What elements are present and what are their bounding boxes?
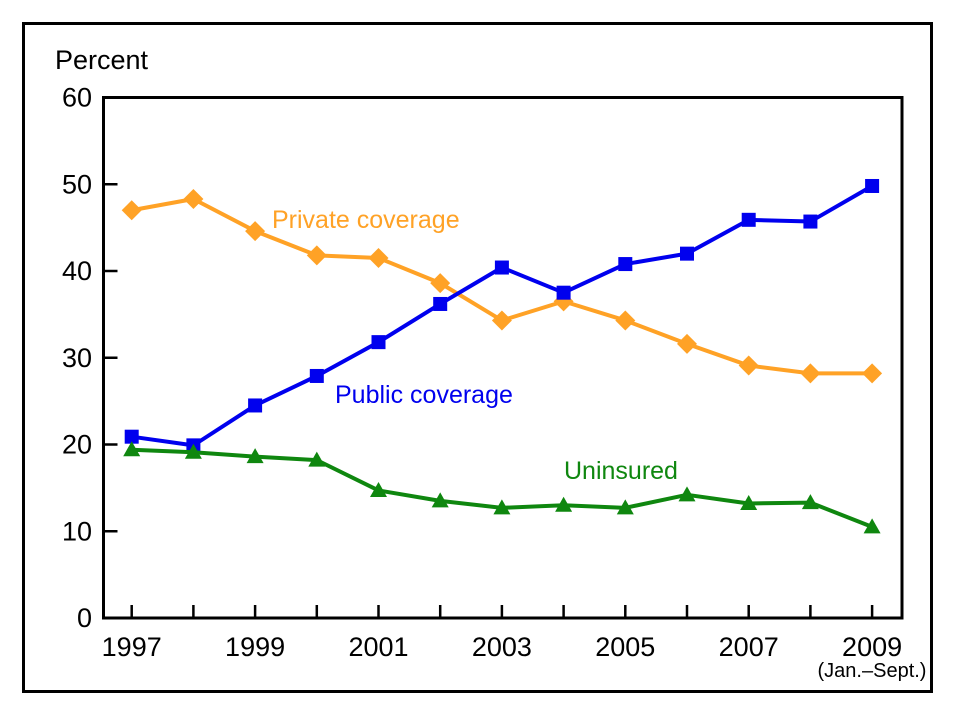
marker-private-coverage: [245, 221, 266, 242]
marker-public-coverage: [371, 335, 386, 350]
x-tick-label: 2007: [719, 632, 779, 662]
y-tick-label: 30: [62, 343, 92, 373]
marker-public-coverage: [433, 296, 448, 311]
y-tick-label: 20: [62, 430, 92, 460]
marker-uninsured: [123, 441, 141, 457]
marker-public-coverage: [618, 257, 633, 272]
marker-private-coverage: [491, 310, 512, 331]
marker-public-coverage: [680, 246, 694, 261]
marker-public-coverage: [494, 260, 509, 275]
x-axis-period-note: (Jan.–Sept.): [817, 660, 927, 682]
y-tick-label: 50: [62, 169, 92, 199]
marker-uninsured: [493, 499, 511, 515]
marker-uninsured: [616, 499, 634, 515]
x-tick-label: 2005: [595, 632, 655, 662]
marker-uninsured: [555, 496, 573, 512]
marker-public-coverage: [124, 429, 139, 444]
y-tick-label: 0: [77, 603, 92, 633]
marker-public-coverage: [741, 212, 756, 227]
plot-border: [102, 96, 904, 620]
x-tick-label: 1997: [102, 632, 162, 662]
marker-private-coverage: [368, 247, 389, 268]
series-label-public-coverage: Public coverage: [335, 381, 513, 409]
y-axis-title: Percent: [55, 45, 149, 75]
y-tick-label: 40: [62, 256, 92, 286]
marker-private-coverage: [430, 273, 451, 294]
x-tick-label: 2009: [842, 632, 902, 662]
marker-uninsured: [801, 494, 819, 510]
marker-private-coverage: [862, 363, 883, 384]
series-line-private-coverage: [131, 196, 873, 376]
y-tick-label: 10: [62, 516, 92, 546]
figure-frame: [22, 22, 933, 693]
marker-uninsured: [863, 518, 881, 534]
marker-uninsured: [308, 451, 326, 467]
y-tick-label: 60: [62, 83, 92, 113]
marker-uninsured: [370, 481, 387, 497]
x-tick-label: 1999: [225, 632, 285, 662]
marker-uninsured: [246, 448, 264, 464]
marker-private-coverage: [183, 188, 204, 209]
marker-private-coverage: [306, 245, 327, 266]
marker-public-coverage: [865, 178, 880, 193]
marker-public-coverage: [556, 285, 571, 300]
x-tick-label: 2003: [472, 632, 532, 662]
x-tick-label: 2001: [348, 632, 408, 662]
series-line-uninsured: [131, 447, 873, 529]
marker-uninsured: [431, 492, 449, 508]
marker-private-coverage: [615, 310, 636, 331]
marker-public-coverage: [248, 398, 263, 413]
marker-public-coverage: [309, 368, 324, 383]
marker-uninsured: [184, 443, 202, 459]
marker-private-coverage: [800, 363, 821, 384]
marker-uninsured: [678, 486, 696, 502]
marker-uninsured: [740, 494, 758, 510]
marker-private-coverage: [121, 200, 142, 221]
marker-private-coverage: [738, 355, 759, 376]
series-label-private-coverage: Private coverage: [272, 206, 460, 234]
series-label-uninsured: Uninsured: [564, 457, 678, 485]
marker-public-coverage: [803, 214, 818, 229]
marker-private-coverage: [677, 333, 697, 354]
